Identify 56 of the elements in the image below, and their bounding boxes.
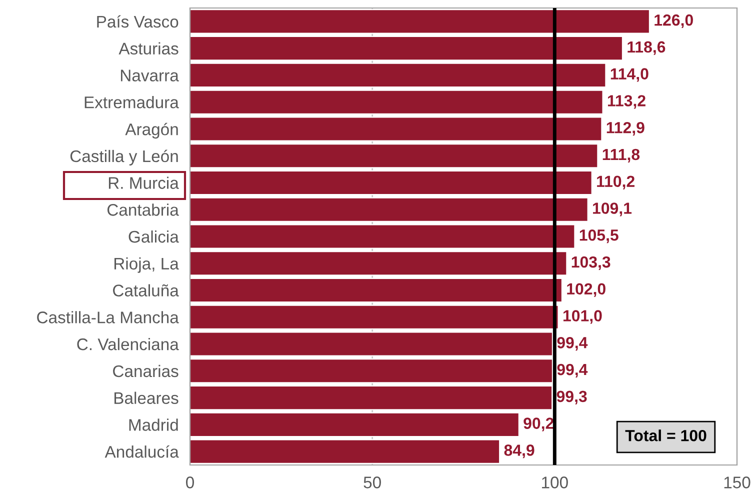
data-label: 114,0: [610, 68, 648, 82]
bar: [190, 170, 592, 196]
data-label: 99,4: [557, 337, 588, 351]
y-tick-label: C. Valenciana: [77, 338, 179, 350]
data-label: 111,8: [602, 148, 640, 162]
bar: [190, 304, 559, 330]
ref-line-label: Total = 100: [625, 430, 706, 442]
bar: [190, 116, 602, 142]
y-tick-label: R. Murcia: [108, 176, 179, 189]
data-label: 90,2: [524, 418, 554, 432]
data-label: 84,9: [504, 444, 534, 458]
y-tick-label: Rioja, La: [114, 257, 179, 273]
bar: [190, 224, 576, 249]
bar: [190, 385, 553, 410]
data-label: 99,4: [557, 364, 588, 378]
y-tick-label: Navarra: [120, 70, 179, 82]
y-tick-label: Asturias: [118, 42, 178, 55]
bar: [190, 36, 624, 61]
bar: [190, 90, 604, 114]
data-label: 105,5: [580, 229, 618, 244]
data-label: 101,0: [563, 310, 602, 324]
data-label: 118,6: [628, 41, 666, 55]
y-tick-label: Madrid: [129, 418, 178, 431]
x-tick-label: 150: [724, 476, 750, 488]
y-tick-label: Cataluña: [113, 284, 179, 296]
y-tick-label: Baleares: [114, 392, 178, 404]
data-label: 113,2: [608, 95, 646, 109]
bar: [190, 9, 650, 34]
bar: [190, 439, 500, 464]
bar: [190, 251, 568, 276]
data-label: 102,0: [567, 283, 606, 297]
x-tick-label: 100: [542, 476, 568, 488]
y-tick-label: Castilla y León: [70, 150, 178, 166]
y-tick-label: Castilla-La Mancha: [37, 311, 179, 324]
bar: [190, 358, 554, 384]
data-label: 112,9: [606, 122, 644, 136]
bar: [190, 278, 563, 303]
bar: [190, 332, 554, 356]
bar: [190, 143, 598, 168]
data-label: 103,3: [572, 256, 610, 270]
x-tick-label: 50: [364, 476, 381, 488]
bar: [190, 62, 606, 88]
y-tick-label: Andalucía: [104, 445, 179, 458]
y-tick-label: Galicia: [128, 230, 179, 243]
y-tick-label: Canarias: [113, 364, 178, 378]
y-tick-label: Aragón: [125, 122, 178, 139]
x-tick-label: 0: [186, 476, 194, 488]
y-tick-label: Extremadura: [84, 96, 179, 108]
y-tick-label: País Vasco: [97, 15, 178, 28]
bar: [190, 197, 588, 222]
data-label: 99,3: [556, 390, 587, 404]
data-label: 110,2: [597, 176, 634, 190]
bar: [190, 412, 520, 438]
data-label: 126,0: [654, 14, 693, 28]
y-tick-label: Cantabria: [107, 204, 179, 216]
data-label: 109,1: [593, 202, 632, 216]
